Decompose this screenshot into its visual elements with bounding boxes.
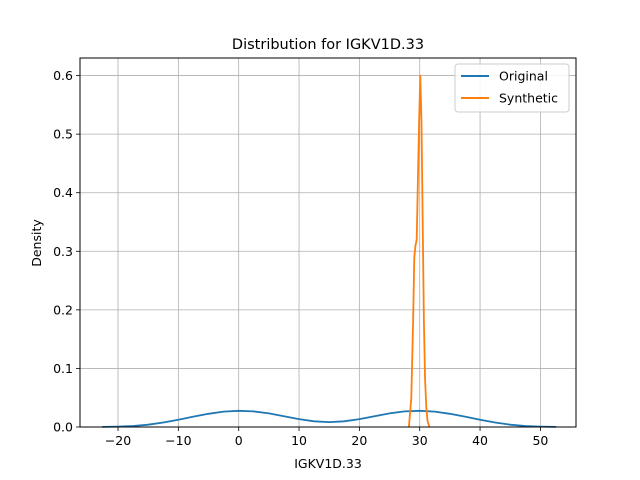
legend: Original Synthetic — [454, 63, 570, 113]
y-tick-label: 0.3 — [53, 244, 73, 259]
x-tick-label: −20 — [105, 433, 131, 448]
y-tick-label: 0.6 — [53, 68, 73, 83]
x-tick-label: −10 — [165, 433, 191, 448]
axes-frame — [79, 57, 577, 428]
series-line-original — [102, 409, 557, 428]
x-tick-label: 0 — [235, 433, 243, 448]
x-tick-label: 50 — [532, 433, 548, 448]
x-axis-label: IGKV1D.33 — [294, 456, 362, 471]
chart-title: Distribution for IGKV1D.33 — [232, 37, 424, 53]
y-axis-label: Density — [29, 219, 44, 267]
y-tick-label: 0.4 — [53, 185, 73, 200]
y-tick-label: 0.1 — [53, 361, 73, 376]
legend-label-original: Original — [499, 69, 548, 84]
x-tick-label: 40 — [472, 433, 488, 448]
y-tick-label: 0.0 — [53, 420, 73, 435]
x-tick-label: 20 — [351, 433, 367, 448]
axis-ticks: −20 −10 0 10 20 30 40 50 0.0 0.1 0.2 0.3 0.4 0.5 0.6 — [53, 68, 548, 448]
x-tick-label: 10 — [291, 433, 307, 448]
legend-label-synthetic: Synthetic — [499, 91, 558, 106]
y-tick-label: 0.2 — [53, 302, 73, 317]
plot-series — [102, 74, 557, 428]
x-tick-label: 30 — [412, 433, 428, 448]
series-line-synthetic — [408, 74, 431, 428]
y-tick-label: 0.5 — [53, 127, 73, 142]
